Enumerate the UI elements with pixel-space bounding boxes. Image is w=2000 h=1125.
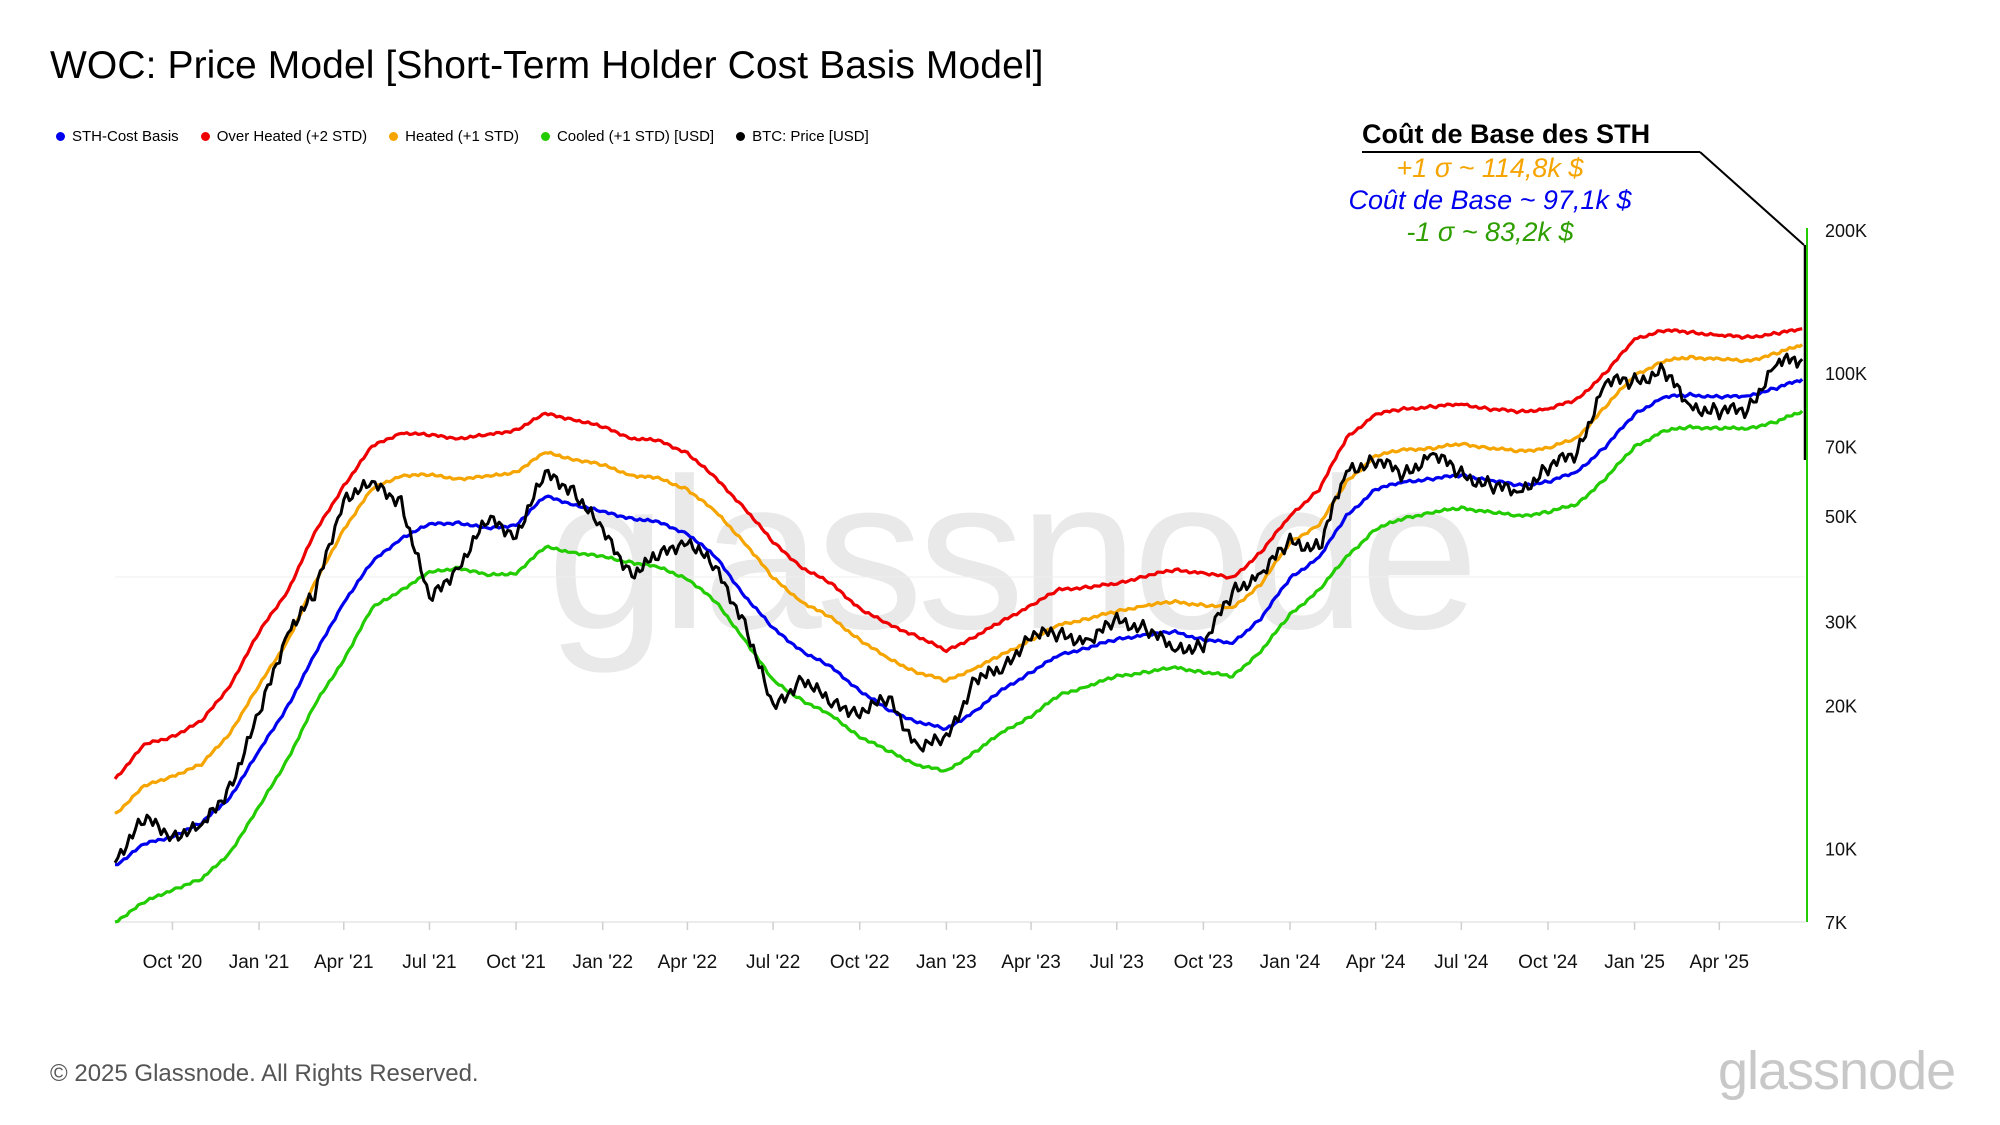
series-line-heated-1-std (114, 343, 1804, 815)
annotation-leader (1699, 151, 1805, 246)
x-tick-label: Jan '24 (1260, 952, 1321, 973)
y-axis: 200K 100K 70K 50K 30K 20K 10K 7K (1825, 221, 1867, 933)
series-line-over-heated-2-std (113, 327, 1803, 780)
legend-dot (736, 132, 746, 141)
legend-label: Cooled (+1 STD) [USD] (556, 128, 715, 145)
x-tick-label: Jan '25 (1604, 952, 1665, 973)
x-tick-label: Oct '24 (1518, 952, 1578, 973)
x-tick-label: Apr '23 (1001, 952, 1061, 973)
x-tick-label: Jan '22 (572, 952, 633, 973)
y-tick-label: 100K (1825, 364, 1867, 384)
x-tick-label: Jul '22 (746, 952, 800, 973)
legend-label: Heated (+1 STD) (405, 128, 519, 145)
y-tick-label: 200K (1825, 221, 1867, 241)
annotation-box: +1 σ ~ 114,8k $ Coût de Base ~ 97,1k $ -… (1300, 152, 1680, 248)
legend-dot (540, 132, 550, 141)
series-line-cooled-1-std-usd (114, 409, 1804, 924)
legend-dot (389, 132, 399, 141)
y-tick-label: 20K (1825, 696, 1857, 716)
y-tick-label: 70K (1825, 438, 1857, 458)
x-tick-label: Jan '23 (916, 952, 977, 973)
annotation-cost-basis: Coût de Base ~ 97,1k $ (1348, 185, 1632, 215)
x-tick-label: Oct '20 (143, 952, 203, 973)
x-tick-label: Jul '21 (402, 952, 456, 973)
y-tick-label: 7K (1825, 913, 1847, 933)
series-group (113, 327, 1804, 924)
y-tick-label: 50K (1825, 507, 1857, 527)
x-tick-label: Jan '21 (229, 952, 290, 973)
annotation-upper-sigma: +1 σ ~ 114,8k $ (1396, 153, 1584, 183)
page-title: WOC: Price Model [Short-Term Holder Cost… (50, 44, 1044, 87)
chart-legend: STH-Cost Basis Over Heated (+2 STD) Heat… (56, 128, 869, 145)
y-tick-label: 10K (1825, 839, 1857, 859)
legend-item-cooled[interactable]: Cooled (+1 STD) [USD] (540, 128, 715, 145)
legend-item-over-heated[interactable]: Over Heated (+2 STD) (200, 128, 368, 145)
legend-item-heated[interactable]: Heated (+1 STD) (389, 128, 519, 145)
legend-dot (56, 132, 65, 141)
legend-label: BTC: Price [USD] (752, 128, 869, 145)
x-tick-label: Apr '21 (314, 952, 374, 973)
legend-label: Over Heated (+2 STD) (216, 128, 368, 145)
x-tick-label: Jul '24 (1434, 952, 1489, 973)
y-tick-label: 30K (1825, 613, 1857, 633)
x-tick-label: Oct '23 (1174, 952, 1234, 973)
x-tick-label: Apr '24 (1346, 952, 1406, 973)
legend-item-btc-price[interactable]: BTC: Price [USD] (736, 128, 869, 145)
legend-dot (200, 132, 210, 141)
legend-item-sth-cost-basis[interactable]: STH-Cost Basis (56, 128, 179, 145)
x-tick-label: Jul '23 (1090, 952, 1144, 973)
x-tick-label: Apr '25 (1690, 952, 1750, 973)
copyright-notice: © 2025 Glassnode. All Rights Reserved. (50, 1060, 479, 1087)
x-tick-label: Oct '21 (486, 952, 546, 973)
x-axis: Oct '20 Jan '21 Apr '21 Jul '21 Oct '21 Jan '… (143, 922, 1750, 973)
annotation-title: Coût de Base des STH (1362, 119, 1651, 149)
legend-label: STH-Cost Basis (72, 128, 179, 145)
watermark: glassnode (547, 433, 1473, 674)
x-tick-label: Apr '22 (658, 952, 718, 973)
series-line-btc-price-usd (113, 352, 1804, 864)
x-tick-label: Oct '22 (830, 952, 890, 973)
brand-logo: glassnode (1718, 1041, 1956, 1101)
annotation-lower-sigma: -1 σ ~ 83,2k $ (1406, 217, 1574, 247)
